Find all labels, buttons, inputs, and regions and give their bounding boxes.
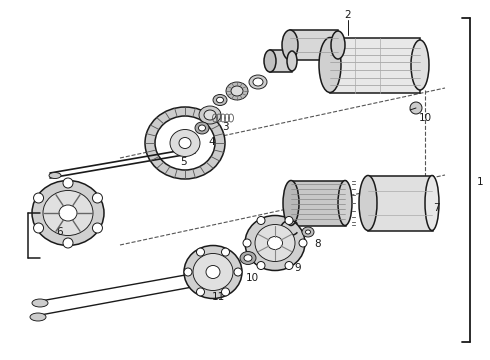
Ellipse shape: [331, 31, 345, 59]
Ellipse shape: [213, 94, 227, 105]
Ellipse shape: [255, 225, 295, 261]
Text: 5: 5: [180, 157, 186, 167]
Circle shape: [257, 216, 265, 225]
Ellipse shape: [217, 97, 223, 103]
Text: 4: 4: [209, 137, 215, 147]
Circle shape: [184, 268, 192, 276]
Ellipse shape: [206, 266, 220, 279]
Circle shape: [285, 216, 293, 225]
Ellipse shape: [170, 130, 200, 157]
Ellipse shape: [283, 180, 299, 225]
Ellipse shape: [359, 175, 377, 230]
Ellipse shape: [145, 107, 225, 179]
Circle shape: [299, 239, 307, 247]
Text: 2: 2: [344, 10, 351, 20]
Bar: [290, 30, 338, 60]
Text: 10: 10: [418, 113, 432, 123]
Text: 10: 10: [245, 273, 259, 283]
Circle shape: [196, 288, 204, 296]
Circle shape: [221, 288, 229, 296]
Ellipse shape: [59, 205, 77, 221]
Circle shape: [243, 239, 251, 247]
Bar: [330, 38, 420, 93]
Ellipse shape: [193, 253, 233, 291]
Bar: [368, 176, 433, 231]
Ellipse shape: [411, 40, 429, 90]
Ellipse shape: [155, 116, 215, 170]
Circle shape: [63, 178, 73, 188]
Text: 1: 1: [477, 177, 483, 187]
Ellipse shape: [32, 299, 48, 307]
Circle shape: [285, 261, 293, 270]
Circle shape: [196, 248, 204, 256]
Ellipse shape: [43, 190, 93, 235]
Ellipse shape: [240, 252, 256, 265]
Ellipse shape: [195, 122, 209, 134]
Ellipse shape: [49, 172, 61, 179]
Ellipse shape: [287, 51, 297, 71]
Ellipse shape: [249, 75, 267, 89]
Ellipse shape: [245, 216, 305, 270]
Bar: [270, 50, 292, 72]
Circle shape: [93, 223, 102, 233]
Text: 8: 8: [315, 239, 321, 249]
Circle shape: [33, 223, 44, 233]
Text: 3: 3: [221, 122, 228, 132]
Ellipse shape: [282, 30, 298, 60]
Circle shape: [234, 268, 242, 276]
Text: 7: 7: [433, 203, 440, 213]
Ellipse shape: [231, 86, 243, 96]
Ellipse shape: [268, 237, 283, 249]
Text: 11: 11: [211, 292, 224, 302]
Ellipse shape: [264, 50, 276, 72]
Ellipse shape: [253, 78, 263, 86]
Ellipse shape: [179, 138, 191, 148]
Circle shape: [33, 193, 44, 203]
Circle shape: [257, 261, 265, 270]
Ellipse shape: [204, 110, 216, 120]
Ellipse shape: [184, 246, 242, 298]
Ellipse shape: [302, 227, 314, 237]
Text: 9: 9: [294, 263, 301, 273]
Ellipse shape: [338, 180, 352, 225]
Ellipse shape: [305, 230, 311, 234]
Ellipse shape: [198, 125, 205, 131]
Circle shape: [93, 193, 102, 203]
Circle shape: [63, 238, 73, 248]
Ellipse shape: [319, 37, 341, 93]
Ellipse shape: [30, 313, 46, 321]
Ellipse shape: [244, 255, 252, 261]
Ellipse shape: [425, 175, 439, 230]
Text: 6: 6: [57, 227, 63, 237]
Ellipse shape: [32, 180, 104, 246]
Ellipse shape: [226, 82, 248, 100]
Circle shape: [221, 248, 229, 256]
Bar: [291, 181, 346, 226]
Circle shape: [410, 102, 422, 114]
Ellipse shape: [199, 106, 221, 124]
